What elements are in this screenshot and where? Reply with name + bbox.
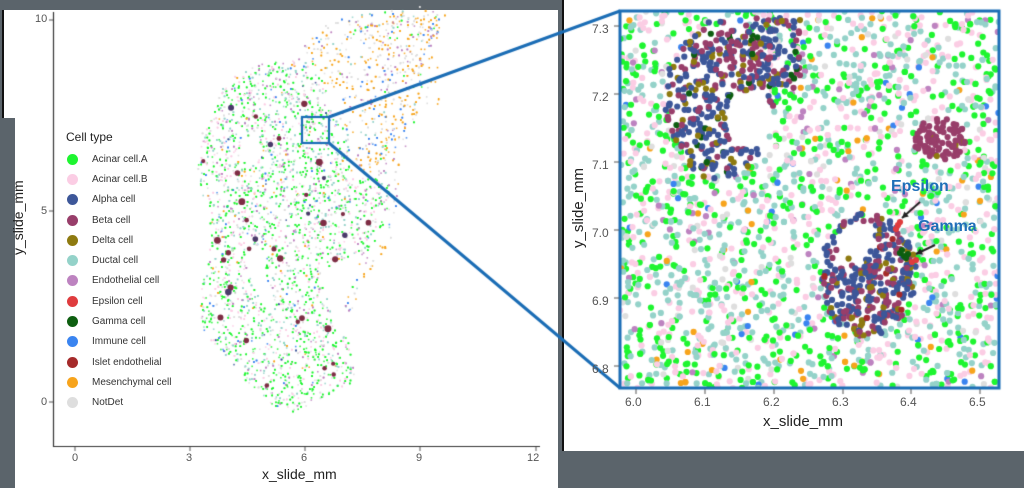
right-ytick-6.8: 6.8 <box>592 362 609 376</box>
gamma-annotation: Gamma <box>918 218 977 235</box>
right-x-axis-title: x_slide_mm <box>763 413 844 430</box>
right-xtick-6.3: 6.3 <box>832 395 849 409</box>
right-xtick-6.0: 6.0 <box>625 395 642 409</box>
right-ytick-7.0: 7.0 <box>592 226 609 240</box>
right-ytick-7.3: 7.3 <box>592 22 609 36</box>
right-xtick-6.2: 6.2 <box>763 395 780 409</box>
right-ytick-7.2: 7.2 <box>592 90 609 104</box>
epsilon-annotation: Epsilon <box>891 178 949 195</box>
right-ytick-6.9: 6.9 <box>592 294 609 308</box>
right-y-axis-title: y_slide_mm <box>570 167 587 248</box>
right-xtick-6.1: 6.1 <box>694 395 711 409</box>
right-xtick-6.4: 6.4 <box>900 395 917 409</box>
right-xtick-6.5: 6.5 <box>969 395 986 409</box>
right-ytick-7.1: 7.1 <box>592 158 609 172</box>
